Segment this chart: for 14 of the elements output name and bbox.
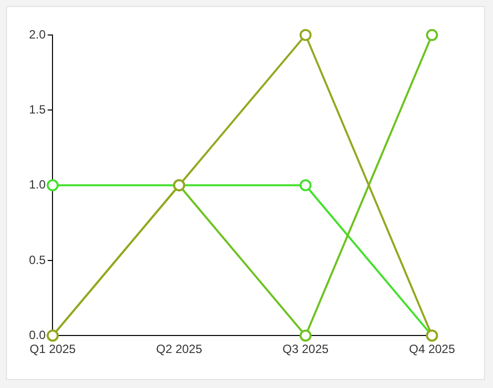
- y-tick-label: 1.0: [28, 178, 46, 192]
- point: [300, 29, 312, 41]
- y-tick-label: 0.0: [28, 328, 46, 342]
- y-tick-label: 1.5: [28, 102, 46, 116]
- y-tick-label: 0.5: [28, 252, 46, 267]
- point: [300, 330, 312, 342]
- point: [46, 179, 59, 192]
- y-tick-label: 2.0: [28, 27, 46, 42]
- x-tick-label: Q1 2025: [30, 342, 76, 356]
- x-tick-label: Q3 2025: [282, 342, 329, 356]
- x-tick-label: Q2 2025: [156, 342, 202, 356]
- x-tick-label: Q4 2025: [408, 342, 456, 356]
- point: [300, 179, 312, 192]
- point: [426, 29, 438, 41]
